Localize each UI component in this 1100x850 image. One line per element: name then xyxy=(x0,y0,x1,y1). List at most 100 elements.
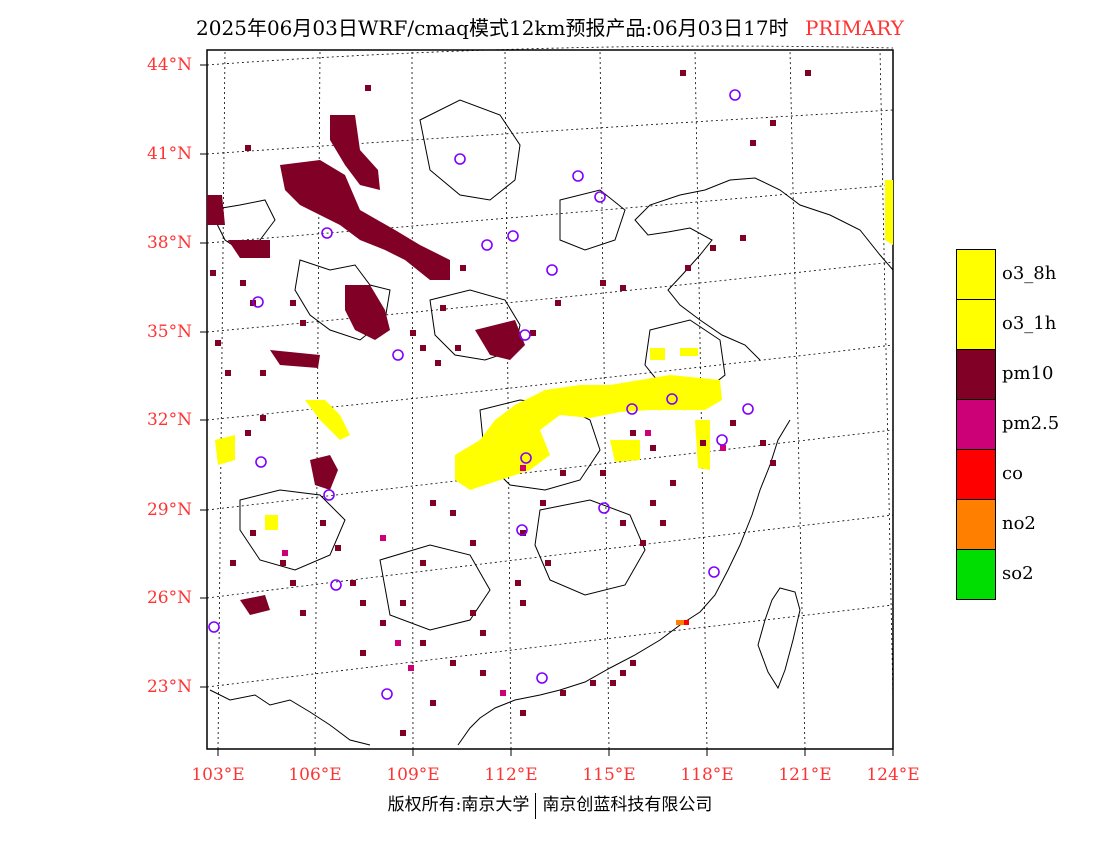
pm10-cell xyxy=(685,265,691,271)
pm10-cell xyxy=(620,520,626,526)
pm10-cell xyxy=(240,280,246,286)
lat-label-38: 38°N xyxy=(146,233,192,253)
province-border-9 xyxy=(419,99,521,201)
station-layer xyxy=(208,89,754,700)
pm2-5-cell xyxy=(645,430,651,436)
station-marker xyxy=(321,227,333,239)
coastline-east xyxy=(457,419,791,746)
pm10-cell xyxy=(520,600,526,606)
pm10-cell xyxy=(420,345,426,351)
pm10-cell xyxy=(590,680,596,686)
pm10-cell xyxy=(545,560,551,566)
station-marker xyxy=(381,688,393,700)
lon-label-118: 118°E xyxy=(680,765,734,785)
pm10-patch xyxy=(228,240,270,258)
pm10-cell xyxy=(335,545,341,551)
station-marker xyxy=(716,434,728,446)
pm10-cell xyxy=(435,360,441,366)
pm10-cell xyxy=(450,660,456,666)
pm10-cell xyxy=(730,420,736,426)
legend-item-pm2-5: pm2.5 xyxy=(956,399,1096,450)
o3-patch xyxy=(215,435,235,465)
legend-label: no2 xyxy=(1002,513,1036,534)
lat-label-29: 29°N xyxy=(146,500,192,520)
pm10-cell xyxy=(630,660,636,666)
station-marker xyxy=(323,489,335,501)
ticks xyxy=(200,64,894,756)
station-marker xyxy=(594,191,606,203)
pm2-5-cell xyxy=(408,665,414,671)
pm10-cell xyxy=(470,540,476,546)
pm10-cell xyxy=(350,580,356,586)
station-marker xyxy=(536,672,548,684)
pm2-5-cell xyxy=(395,640,401,646)
pm10-cell xyxy=(300,320,306,326)
pm2-5-cell xyxy=(380,535,386,541)
pm10-cell xyxy=(520,530,526,536)
title-status: PRIMARY xyxy=(804,16,904,40)
o3-patch xyxy=(680,348,698,356)
lon-label-121: 121°E xyxy=(778,765,832,785)
pm10-cell xyxy=(470,610,476,616)
copyright-footer: 版权所有:南京大学 南京创蓝科技有限公司 xyxy=(0,790,1100,819)
pm10-cell xyxy=(680,70,686,76)
lon-label-124: 124°E xyxy=(866,765,920,785)
legend-swatch xyxy=(956,399,996,450)
pm10-cell xyxy=(260,415,266,421)
no2-cell xyxy=(676,620,684,625)
pm10-cell xyxy=(555,300,561,306)
o3-patch xyxy=(610,440,640,462)
station-marker xyxy=(392,349,404,361)
station-marker xyxy=(626,403,638,415)
pm10-cell xyxy=(430,500,436,506)
pm10-cell xyxy=(770,120,776,126)
pm10-cell xyxy=(650,445,656,451)
footer-separator xyxy=(535,792,537,819)
taiwan-island xyxy=(757,587,801,690)
copyright-left: 版权所有:南京大学 xyxy=(387,795,530,815)
pm10-cell xyxy=(560,690,566,696)
pm10-cell xyxy=(480,630,486,636)
pm10-cell xyxy=(365,85,371,91)
lat-label-26: 26°N xyxy=(146,588,192,608)
lon-label-103: 103°E xyxy=(191,765,245,785)
legend-item-o3-8h: o3_8h xyxy=(956,249,1096,300)
pm10-cell xyxy=(620,670,626,676)
o3-patch xyxy=(885,180,893,245)
pm10-cell xyxy=(480,670,486,676)
legend-label: o3_1h xyxy=(1002,313,1057,334)
pm10-patch xyxy=(330,115,380,190)
o3-patch xyxy=(305,400,350,440)
station-marker xyxy=(252,296,264,308)
lat-label-41: 41°N xyxy=(146,144,192,164)
pm10-cell xyxy=(230,560,236,566)
pm10-cell xyxy=(600,470,606,476)
province-border-5 xyxy=(559,189,626,251)
station-marker xyxy=(330,579,342,591)
pm10-cell xyxy=(600,280,606,286)
lat-label-32: 32°N xyxy=(146,410,192,430)
legend-item-so2: so2 xyxy=(956,549,1096,600)
legend-item-co: co xyxy=(956,449,1096,500)
pm10-cell xyxy=(460,265,466,271)
legend-swatch xyxy=(956,549,996,600)
pm10-patch xyxy=(207,195,225,225)
legend-swatch xyxy=(956,299,996,350)
lon-label-112: 112°E xyxy=(484,765,538,785)
pm10-cell xyxy=(515,580,521,586)
co-cell xyxy=(684,620,689,625)
graticule xyxy=(206,45,894,750)
pm10-cell xyxy=(740,235,746,241)
pm10-patch xyxy=(280,160,450,280)
pm10-cell xyxy=(610,680,616,686)
pm10-cell xyxy=(410,330,416,336)
pm10-cell xyxy=(540,500,546,506)
pm10-cell xyxy=(630,430,636,436)
legend-label: o3_8h xyxy=(1002,263,1057,284)
pm10-cell xyxy=(530,330,536,336)
legend-swatch xyxy=(956,249,996,300)
pm10-cell xyxy=(430,700,436,706)
station-marker xyxy=(520,452,532,464)
pm2-5-cell xyxy=(520,465,526,471)
lon-label-106: 106°E xyxy=(288,765,342,785)
